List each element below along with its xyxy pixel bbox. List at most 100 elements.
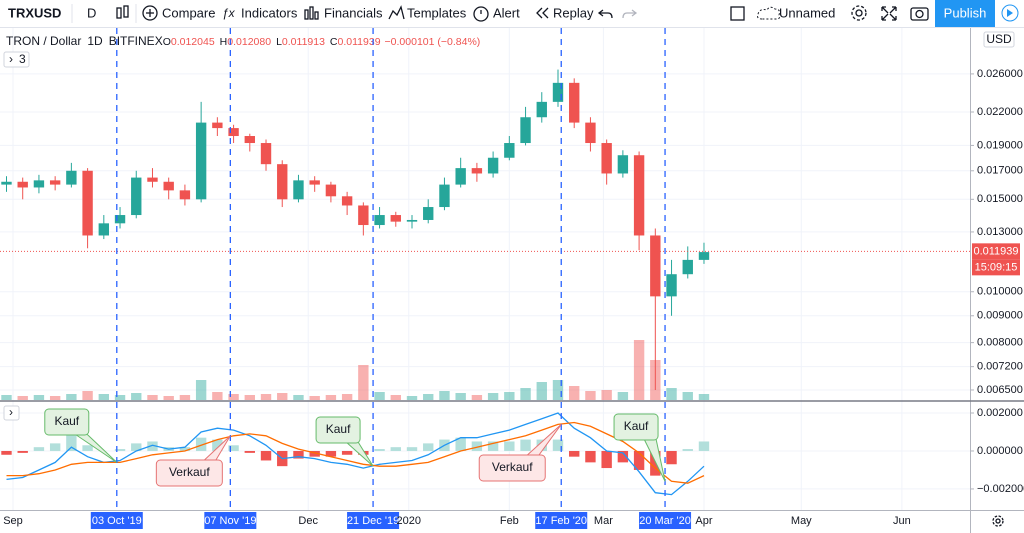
candle-body: [98, 223, 110, 236]
collapse-badge[interactable]: [3, 51, 30, 68]
histogram-bar: [698, 441, 710, 451]
undo-button[interactable]: [597, 9, 613, 19]
histogram-bar: [244, 450, 255, 453]
volume-bar: [277, 393, 288, 400]
histogram-bar: [471, 441, 483, 451]
financials-icon[interactable]: [304, 6, 319, 20]
y-tick-label: 0.019000: [977, 139, 1023, 151]
last-price-tag: [972, 243, 1020, 260]
toolbar: [0, 0, 1024, 27]
candle-body: [471, 168, 483, 174]
symbol[interactable]: TRXUSD: [8, 5, 61, 20]
alert-button[interactable]: Alert: [493, 5, 520, 20]
annotation-box: [613, 413, 659, 441]
plot-area: [0, 69, 970, 496]
layout-name[interactable]: Unnamed: [779, 5, 835, 20]
chart-style-icon[interactable]: [116, 5, 129, 19]
settings-icon[interactable]: [851, 5, 867, 21]
play-button[interactable]: [1001, 4, 1019, 22]
volume-bar: [341, 394, 353, 400]
histogram-bar: [390, 447, 401, 451]
change: −0.000101 (−0.84%): [385, 36, 481, 48]
ohlc-value: 0.012045: [171, 36, 215, 48]
ohlc-value: 0.012080: [227, 36, 271, 48]
histogram-bar: [569, 450, 580, 457]
x-tick-label: Apr: [695, 515, 712, 527]
candle-body: [1, 181, 12, 185]
candle-body: [666, 274, 677, 297]
compare-button[interactable]: Compare: [162, 5, 215, 20]
candle-body: [341, 196, 353, 206]
marker-label: 20 Mar '20: [639, 515, 691, 527]
fullscreen-icon[interactable]: [881, 6, 897, 21]
volume-bar: [131, 393, 142, 400]
candle-body: [309, 180, 320, 185]
candle-body: [439, 184, 450, 208]
y-tick-label: 0.017000: [977, 165, 1023, 177]
histogram-bar: [212, 439, 223, 451]
histogram-bar: [49, 443, 61, 451]
indicators-button[interactable]: Indicators: [241, 5, 298, 20]
annotation-text: Kauf: [54, 414, 79, 428]
histogram-bar: [617, 450, 629, 463]
volume-bar: [260, 394, 272, 400]
volume-bar: [552, 380, 564, 400]
redo-button[interactable]: [622, 9, 638, 19]
compare-icon[interactable]: [142, 5, 158, 21]
x-tick-label: Mar: [594, 515, 613, 527]
volume-bar: [228, 394, 239, 400]
histogram-bar: [17, 450, 28, 453]
y-tick-label: 0.002000: [977, 407, 1023, 419]
replay-icon[interactable]: [536, 7, 549, 19]
indicator-collapse[interactable]: [3, 405, 20, 421]
volume-bar: [682, 392, 693, 400]
financials-button[interactable]: Financials: [324, 5, 383, 20]
templates-button[interactable]: Templates: [407, 5, 467, 20]
volume-bar: [98, 394, 110, 400]
annotation-box: [478, 454, 546, 482]
volume-bar: [309, 396, 320, 400]
symbol-name: TRON / Dollar: [6, 34, 81, 48]
candle-body: [114, 215, 126, 224]
snapshot-icon[interactable]: [910, 7, 929, 21]
annotation-arrow: [73, 433, 118, 463]
volume-bar: [390, 395, 401, 400]
indicators-icon[interactable]: ƒx: [222, 6, 236, 20]
currency-badge[interactable]: [983, 31, 1015, 48]
volume-bar: [179, 395, 191, 400]
collapsed-count[interactable]: 3: [19, 52, 26, 66]
ohlc-key: L: [276, 36, 282, 48]
ohlc-value: 0.011913: [282, 36, 325, 48]
marker-tag: [639, 512, 692, 529]
histogram-bar: [66, 433, 77, 451]
replay-button[interactable]: Replay: [553, 5, 594, 20]
interval[interactable]: D: [87, 5, 96, 20]
volume-bar: [374, 392, 385, 400]
settings-gear[interactable]: [992, 515, 1004, 527]
publish-button[interactable]: Publish: [944, 5, 987, 20]
marker-label: 07 Nov '19: [204, 515, 256, 527]
y-tick-label: 0.000000: [977, 445, 1023, 457]
alert-icon[interactable]: [473, 6, 489, 22]
candle-body: [147, 177, 158, 182]
countdown: 15:09:15: [975, 261, 1018, 273]
exchange: BITFINEX: [109, 34, 163, 48]
marker-tag: [347, 512, 400, 529]
volume-bar: [212, 392, 223, 400]
macd-line: [6, 421, 705, 484]
publish-button-bg[interactable]: [935, 0, 995, 27]
histogram-bar: [650, 450, 661, 476]
marker-label: 21 Dec '19: [347, 515, 399, 527]
collapse-arrow: ›: [9, 52, 13, 66]
histogram-bar: [406, 447, 418, 451]
templates-icon[interactable]: [388, 5, 405, 20]
volume-bar: [536, 382, 547, 400]
histogram-bar: [552, 439, 564, 451]
layout-icon[interactable]: [730, 6, 745, 21]
ohlc-value: 0.011939: [338, 36, 381, 48]
candle-body: [585, 122, 596, 144]
annotation-box: [44, 408, 90, 436]
histogram-bar: [585, 450, 596, 463]
annotation-text: Kauf: [624, 419, 649, 433]
